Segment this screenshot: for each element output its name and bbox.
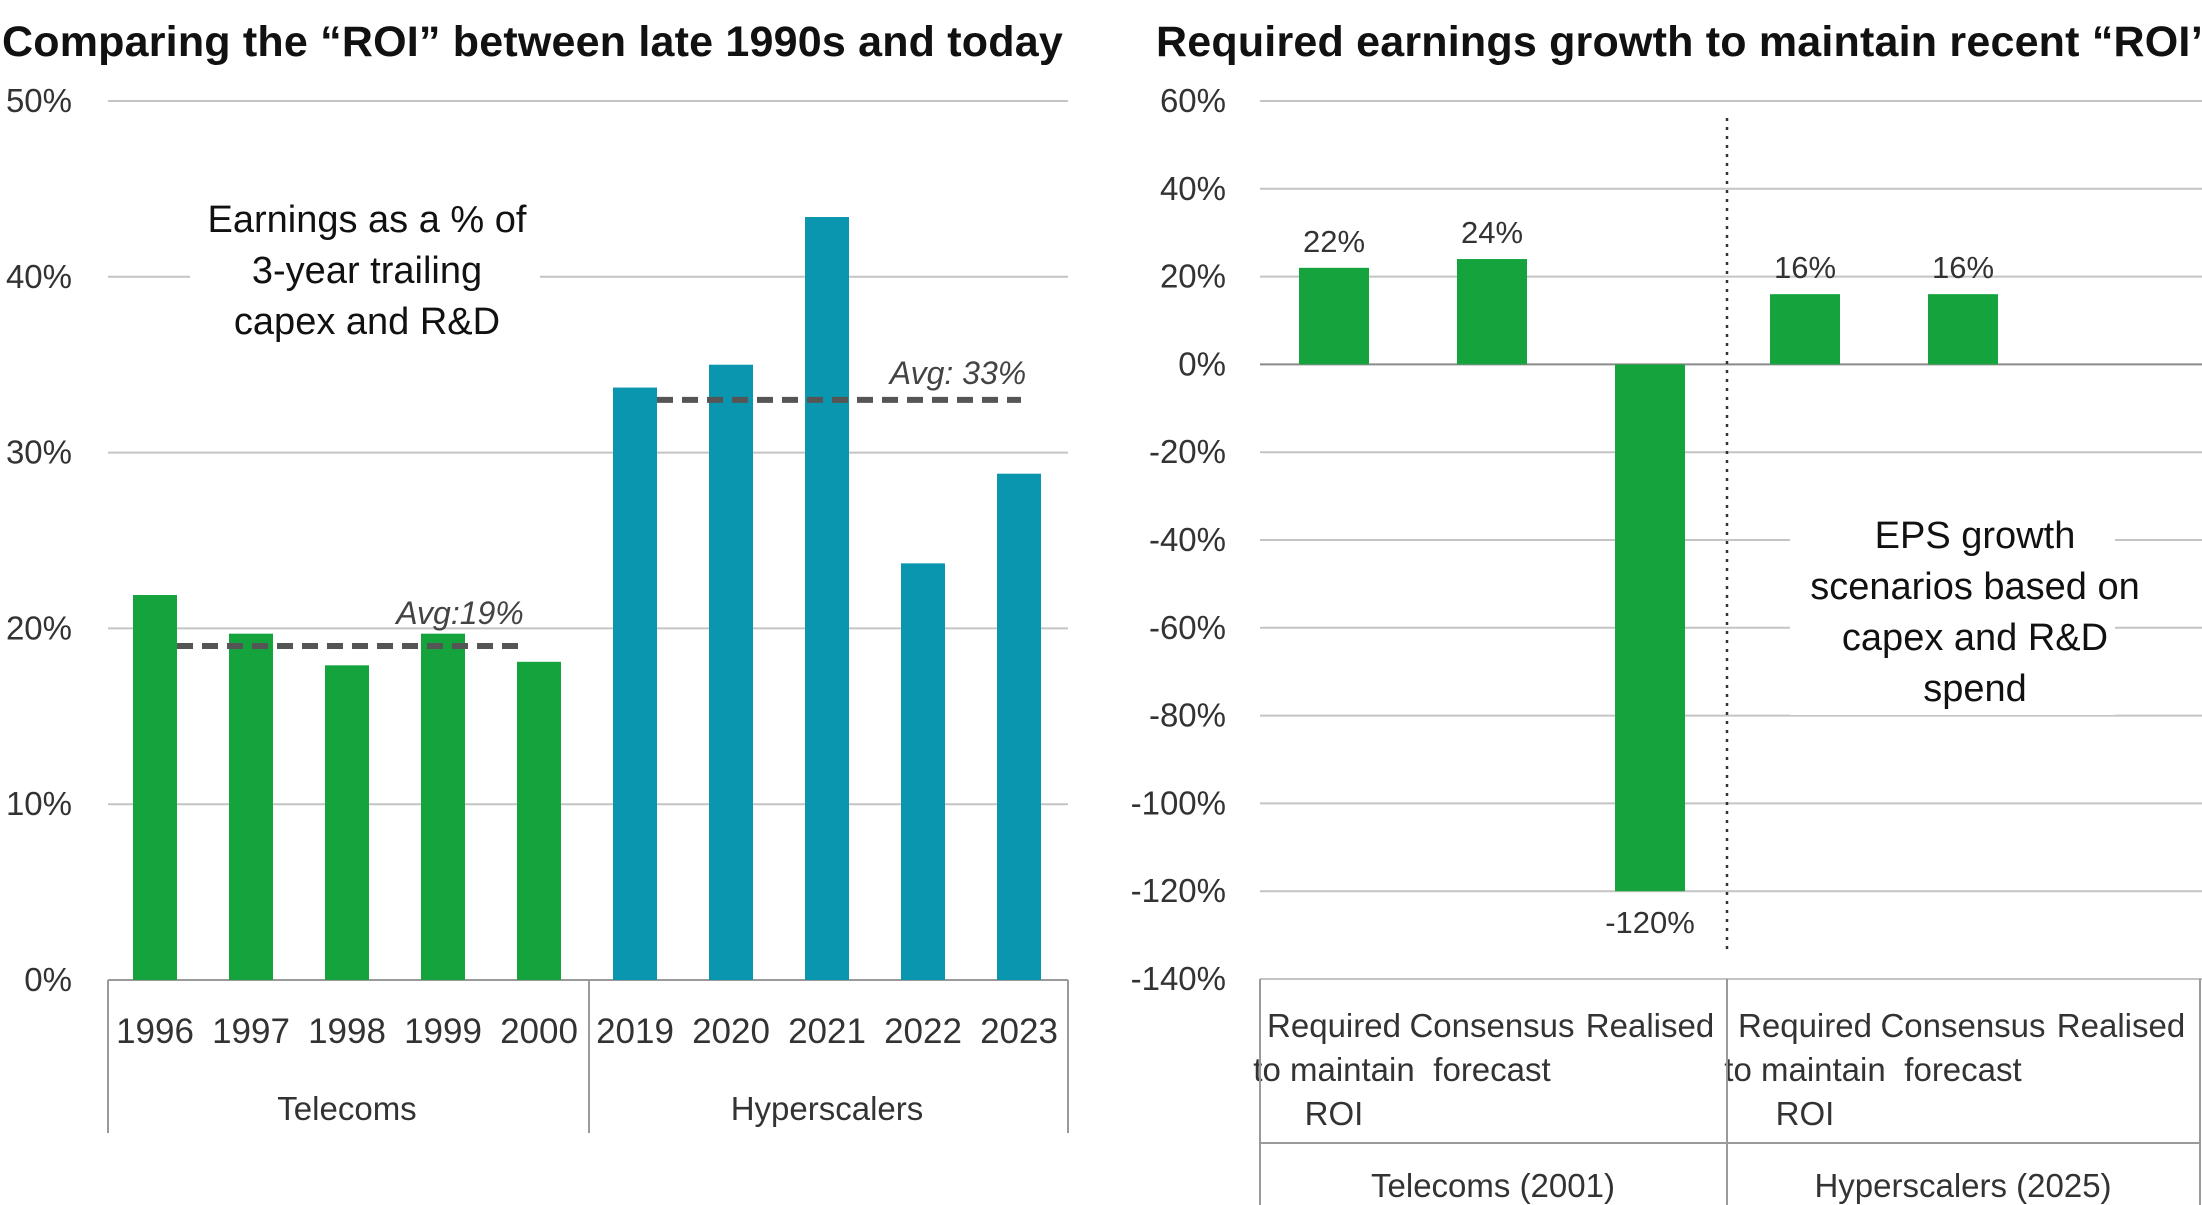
category-label: 2019 <box>596 1012 674 1051</box>
bar <box>421 633 465 980</box>
y-tick-label: -140% <box>1131 960 1226 997</box>
y-tick-label: -20% <box>1149 433 1226 470</box>
bar <box>1770 294 1840 365</box>
right-chart-panel: Required earnings growth to maintain rec… <box>1110 0 2202 1205</box>
category-label: 2021 <box>788 1012 866 1051</box>
category-label: 1998 <box>308 1012 386 1051</box>
category-label: Consensus <box>1880 1007 2045 1044</box>
left-chart-panel: Comparing the “ROI” between late 1990s a… <box>0 0 1080 1205</box>
annotation-line: scenarios based on <box>1810 566 2140 608</box>
bar <box>1615 364 1685 892</box>
bar <box>709 364 753 980</box>
annotation-background <box>190 190 540 350</box>
category-label: to maintain <box>1724 1051 1885 1088</box>
group-label: Telecoms <box>277 1090 416 1127</box>
bar <box>805 217 849 980</box>
y-tick-label: 0% <box>24 961 72 998</box>
y-tick-label: 10% <box>6 785 72 822</box>
category-label: Realised <box>2057 1007 2185 1044</box>
bar <box>517 661 561 980</box>
y-tick-label: 40% <box>6 258 72 295</box>
category-label: Consensus <box>1409 1007 1574 1044</box>
group-label: Hyperscalers <box>731 1090 924 1127</box>
bar <box>133 594 177 980</box>
bar <box>1299 267 1369 365</box>
y-tick-label: -80% <box>1149 697 1226 734</box>
y-tick-label: -40% <box>1149 521 1226 558</box>
group-label: Hyperscalers (2025) <box>1814 1167 2111 1204</box>
data-label: 22% <box>1303 224 1365 259</box>
y-tick-label: 60% <box>1160 82 1226 119</box>
data-label: 24% <box>1461 215 1523 250</box>
annotation-line: EPS growth <box>1875 515 2076 557</box>
bar <box>1928 294 1998 365</box>
y-tick-label: 0% <box>1178 345 1226 382</box>
category-label: 2023 <box>980 1012 1058 1051</box>
y-tick-label: 50% <box>6 82 72 119</box>
category-label: 2000 <box>500 1012 578 1051</box>
data-label: 16% <box>1932 250 1994 285</box>
left-chart-svg: 0% 10% 20% 30% 40% 50% Earnings as a % of 3-yea… <box>6 82 1069 1133</box>
average-label: Avg:19% <box>394 595 524 631</box>
annotation-line: capex and R&D <box>1842 617 2108 659</box>
annotation-line: Earnings as a % of <box>208 199 527 241</box>
bar <box>997 473 1041 980</box>
annotation-background <box>1790 505 2115 715</box>
bar <box>613 387 657 981</box>
category-label: 1999 <box>404 1012 482 1051</box>
bar <box>1457 259 1527 365</box>
category-label: Required <box>1267 1007 1401 1044</box>
category-label: forecast <box>1433 1051 1550 1088</box>
right-chart-title: Required earnings growth to maintain rec… <box>1156 18 2202 66</box>
group-label: Telecoms (2001) <box>1371 1167 1615 1204</box>
annotation-line: spend <box>1923 668 2027 710</box>
bar <box>325 665 369 980</box>
category-label: 1997 <box>212 1012 290 1051</box>
category-label: Realised <box>1586 1007 1714 1044</box>
category-label: 1996 <box>116 1012 194 1051</box>
y-tick-label: -60% <box>1149 609 1226 646</box>
data-label: 16% <box>1774 250 1836 285</box>
category-label: to maintain <box>1253 1051 1414 1088</box>
y-tick-label: 40% <box>1160 170 1226 207</box>
left-chart-title: Comparing the “ROI” between late 1990s a… <box>2 18 1063 66</box>
category-label: ROI <box>1776 1095 1835 1132</box>
y-tick-label: -120% <box>1131 872 1226 909</box>
category-label: 2020 <box>692 1012 770 1051</box>
average-label: Avg: 33% <box>888 355 1026 391</box>
bar <box>229 633 273 980</box>
right-chart-svg: 60% 40% 20% 0% -20% -40% -60% -80% -100% -120% -14… <box>1131 82 2202 1205</box>
y-tick-label: 20% <box>1160 258 1226 295</box>
bar <box>901 563 945 980</box>
annotation-line: 3-year trailing <box>252 250 482 292</box>
y-tick-label: -100% <box>1131 784 1226 821</box>
data-label: -120% <box>1605 905 1695 940</box>
category-label: forecast <box>1904 1051 2021 1088</box>
category-label: 2022 <box>884 1012 962 1051</box>
annotation-line: capex and R&D <box>234 301 500 343</box>
y-tick-label: 20% <box>6 609 72 646</box>
y-tick-label: 30% <box>6 434 72 471</box>
category-label: ROI <box>1305 1095 1364 1132</box>
category-label: Required <box>1738 1007 1872 1044</box>
